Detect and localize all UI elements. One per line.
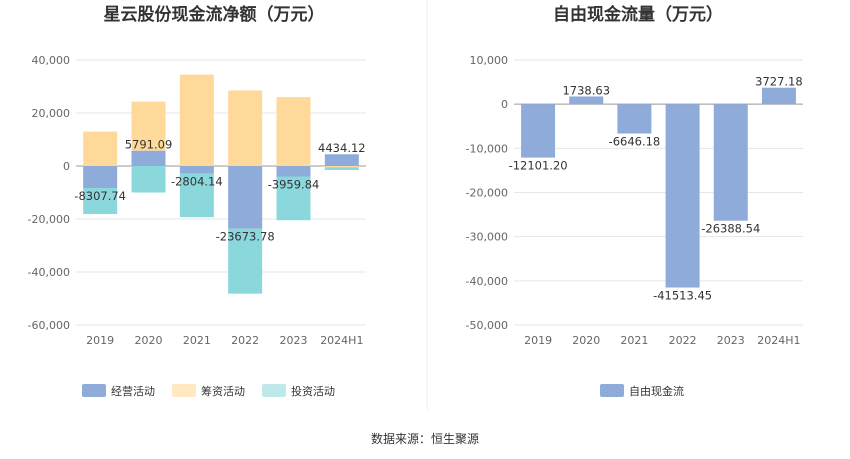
legend-swatch — [600, 384, 624, 397]
y-tick-label: -20,000 — [466, 187, 508, 200]
x-tick-label: 2021 — [183, 334, 211, 347]
y-tick-label: -50,000 — [466, 319, 508, 332]
y-tick-label: -30,000 — [466, 231, 508, 244]
y-tick-label: 10,000 — [470, 54, 509, 67]
y-tick-label: -60,000 — [28, 319, 70, 332]
y-tick-label: 0 — [501, 98, 508, 111]
data-label: 4434.12 — [318, 141, 366, 155]
legend-swatch — [262, 384, 286, 397]
bar-3-2021 — [179, 173, 214, 218]
bar-1-2019 — [521, 104, 556, 158]
x-tick-label: 2024H1 — [757, 334, 800, 347]
data-label: -12101.20 — [509, 159, 568, 173]
y-tick-label: -10,000 — [466, 142, 508, 155]
x-tick-label: 2024H1 — [320, 334, 363, 347]
data-label: 1738.63 — [562, 83, 610, 97]
y-tick-label: -20,000 — [28, 213, 70, 226]
x-tick-label: 2022 — [231, 334, 259, 347]
y-tick-label: 40,000 — [32, 54, 71, 67]
legend-label: 投资活动 — [291, 384, 335, 398]
y-tick-label: 0 — [63, 160, 70, 173]
legend-swatch — [82, 384, 106, 397]
bar-2-2019 — [83, 131, 118, 166]
bar-3-2023 — [276, 176, 311, 221]
bar-1-2020 — [569, 96, 604, 105]
legend-swatch — [172, 384, 196, 397]
x-tick-label: 2019 — [86, 334, 114, 347]
data-label: -8307.74 — [74, 189, 126, 203]
x-tick-label: 2023 — [280, 334, 308, 347]
x-tick-label: 2019 — [524, 334, 552, 347]
bar-1-2023 — [276, 166, 311, 177]
bar-2-2020 — [131, 101, 166, 151]
bar-2-2024H1 — [324, 166, 359, 168]
chart-title: 自由现金流量（万元） — [553, 4, 723, 25]
y-tick-label: -40,000 — [466, 275, 508, 288]
data-label: -26388.54 — [701, 222, 760, 236]
bar-1-2023 — [713, 104, 748, 221]
bar-1-2024H1 — [324, 154, 359, 166]
free-cash-flow-chart: 自由现金流量（万元） 10,000 0 -10,000 -20,000 -30,000 -4… — [466, 4, 803, 398]
data-label: -41513.45 — [653, 289, 712, 303]
data-label: -6646.18 — [609, 135, 661, 149]
bar-3-2022 — [228, 228, 263, 294]
x-tick-label: 2020 — [572, 334, 600, 347]
data-label: -2804.14 — [171, 174, 223, 188]
chart-title: 星云股份现金流净额（万元） — [104, 4, 325, 25]
bar-2-2023 — [276, 97, 311, 166]
data-label: -3959.84 — [268, 177, 320, 191]
bar-1-2022 — [665, 104, 700, 288]
legend-label: 经营活动 — [111, 384, 155, 398]
legend-label: 自由现金流 — [629, 384, 684, 398]
y-tick-label: -40,000 — [28, 266, 70, 279]
bar-3-2024H1 — [324, 167, 359, 170]
x-tick-label: 2021 — [620, 334, 648, 347]
bar-1-2021 — [617, 104, 652, 134]
bar-1-2020 — [131, 150, 166, 166]
legend-label: 筹资活动 — [201, 384, 245, 398]
x-tick-label: 2020 — [135, 334, 163, 347]
bar-1-2024H1 — [761, 87, 796, 105]
data-label: 3727.18 — [755, 75, 803, 89]
bar-2-2022 — [228, 90, 263, 166]
bar-3-2020 — [131, 166, 166, 193]
bar-1-2019 — [83, 166, 118, 189]
y-tick-label: 20,000 — [32, 107, 71, 120]
bar-2-2021 — [179, 74, 214, 166]
bar-1-2022 — [228, 166, 263, 229]
bar-3-2019 — [83, 188, 118, 214]
x-tick-label: 2022 — [669, 334, 697, 347]
cash-flow-net-chart: 星云股份现金流净额（万元） 40,000 20,000 0 -20,000 -40,000… — [28, 4, 366, 398]
data-label: -23673.78 — [216, 230, 275, 244]
data-source: 数据来源：恒生聚源 — [371, 431, 479, 446]
data-label: 5791.09 — [125, 138, 173, 152]
bar-1-2021 — [179, 166, 214, 174]
x-tick-label: 2023 — [717, 334, 745, 347]
